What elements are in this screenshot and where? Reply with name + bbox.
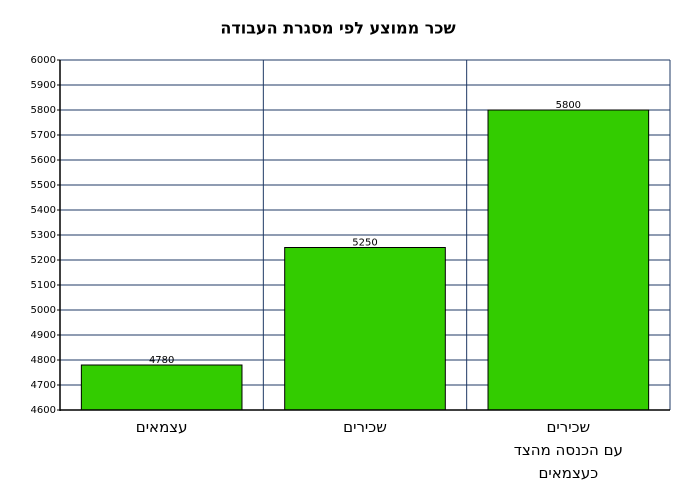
- y-tick-label: 4700: [31, 380, 56, 391]
- y-tick-label: 6000: [31, 55, 56, 66]
- x-tick-label: עצמאים: [135, 418, 188, 436]
- y-tick-label: 5200: [31, 255, 56, 266]
- y-tick-label: 4600: [31, 405, 56, 416]
- y-tick-label: 4900: [31, 330, 56, 341]
- bar: [80, 364, 243, 411]
- y-tick-label: 5700: [31, 130, 56, 141]
- y-tick-label: 5400: [31, 205, 56, 216]
- x-tick-label: שכירים עם הכנסה מהצד כעצמאים: [513, 418, 623, 482]
- y-tick-label: 4800: [31, 355, 56, 366]
- y-tick-label: 5000: [31, 305, 56, 316]
- chart-title: שכר ממוצע לפי מסגרת העבודה: [220, 19, 455, 38]
- y-tick-label: 5100: [31, 280, 56, 291]
- y-tick-label: 5800: [31, 105, 56, 116]
- data-label: 5800: [556, 100, 581, 111]
- y-tick-label: 5600: [31, 155, 56, 166]
- data-label: 5250: [352, 238, 377, 249]
- y-tick-label: 5900: [31, 80, 56, 91]
- y-tick-label: 5500: [31, 180, 56, 191]
- bar: [487, 109, 650, 411]
- x-tick-label: שכירים: [343, 418, 387, 436]
- data-label: 4780: [149, 355, 174, 366]
- y-tick-label: 5300: [31, 230, 56, 241]
- bar: [284, 247, 446, 411]
